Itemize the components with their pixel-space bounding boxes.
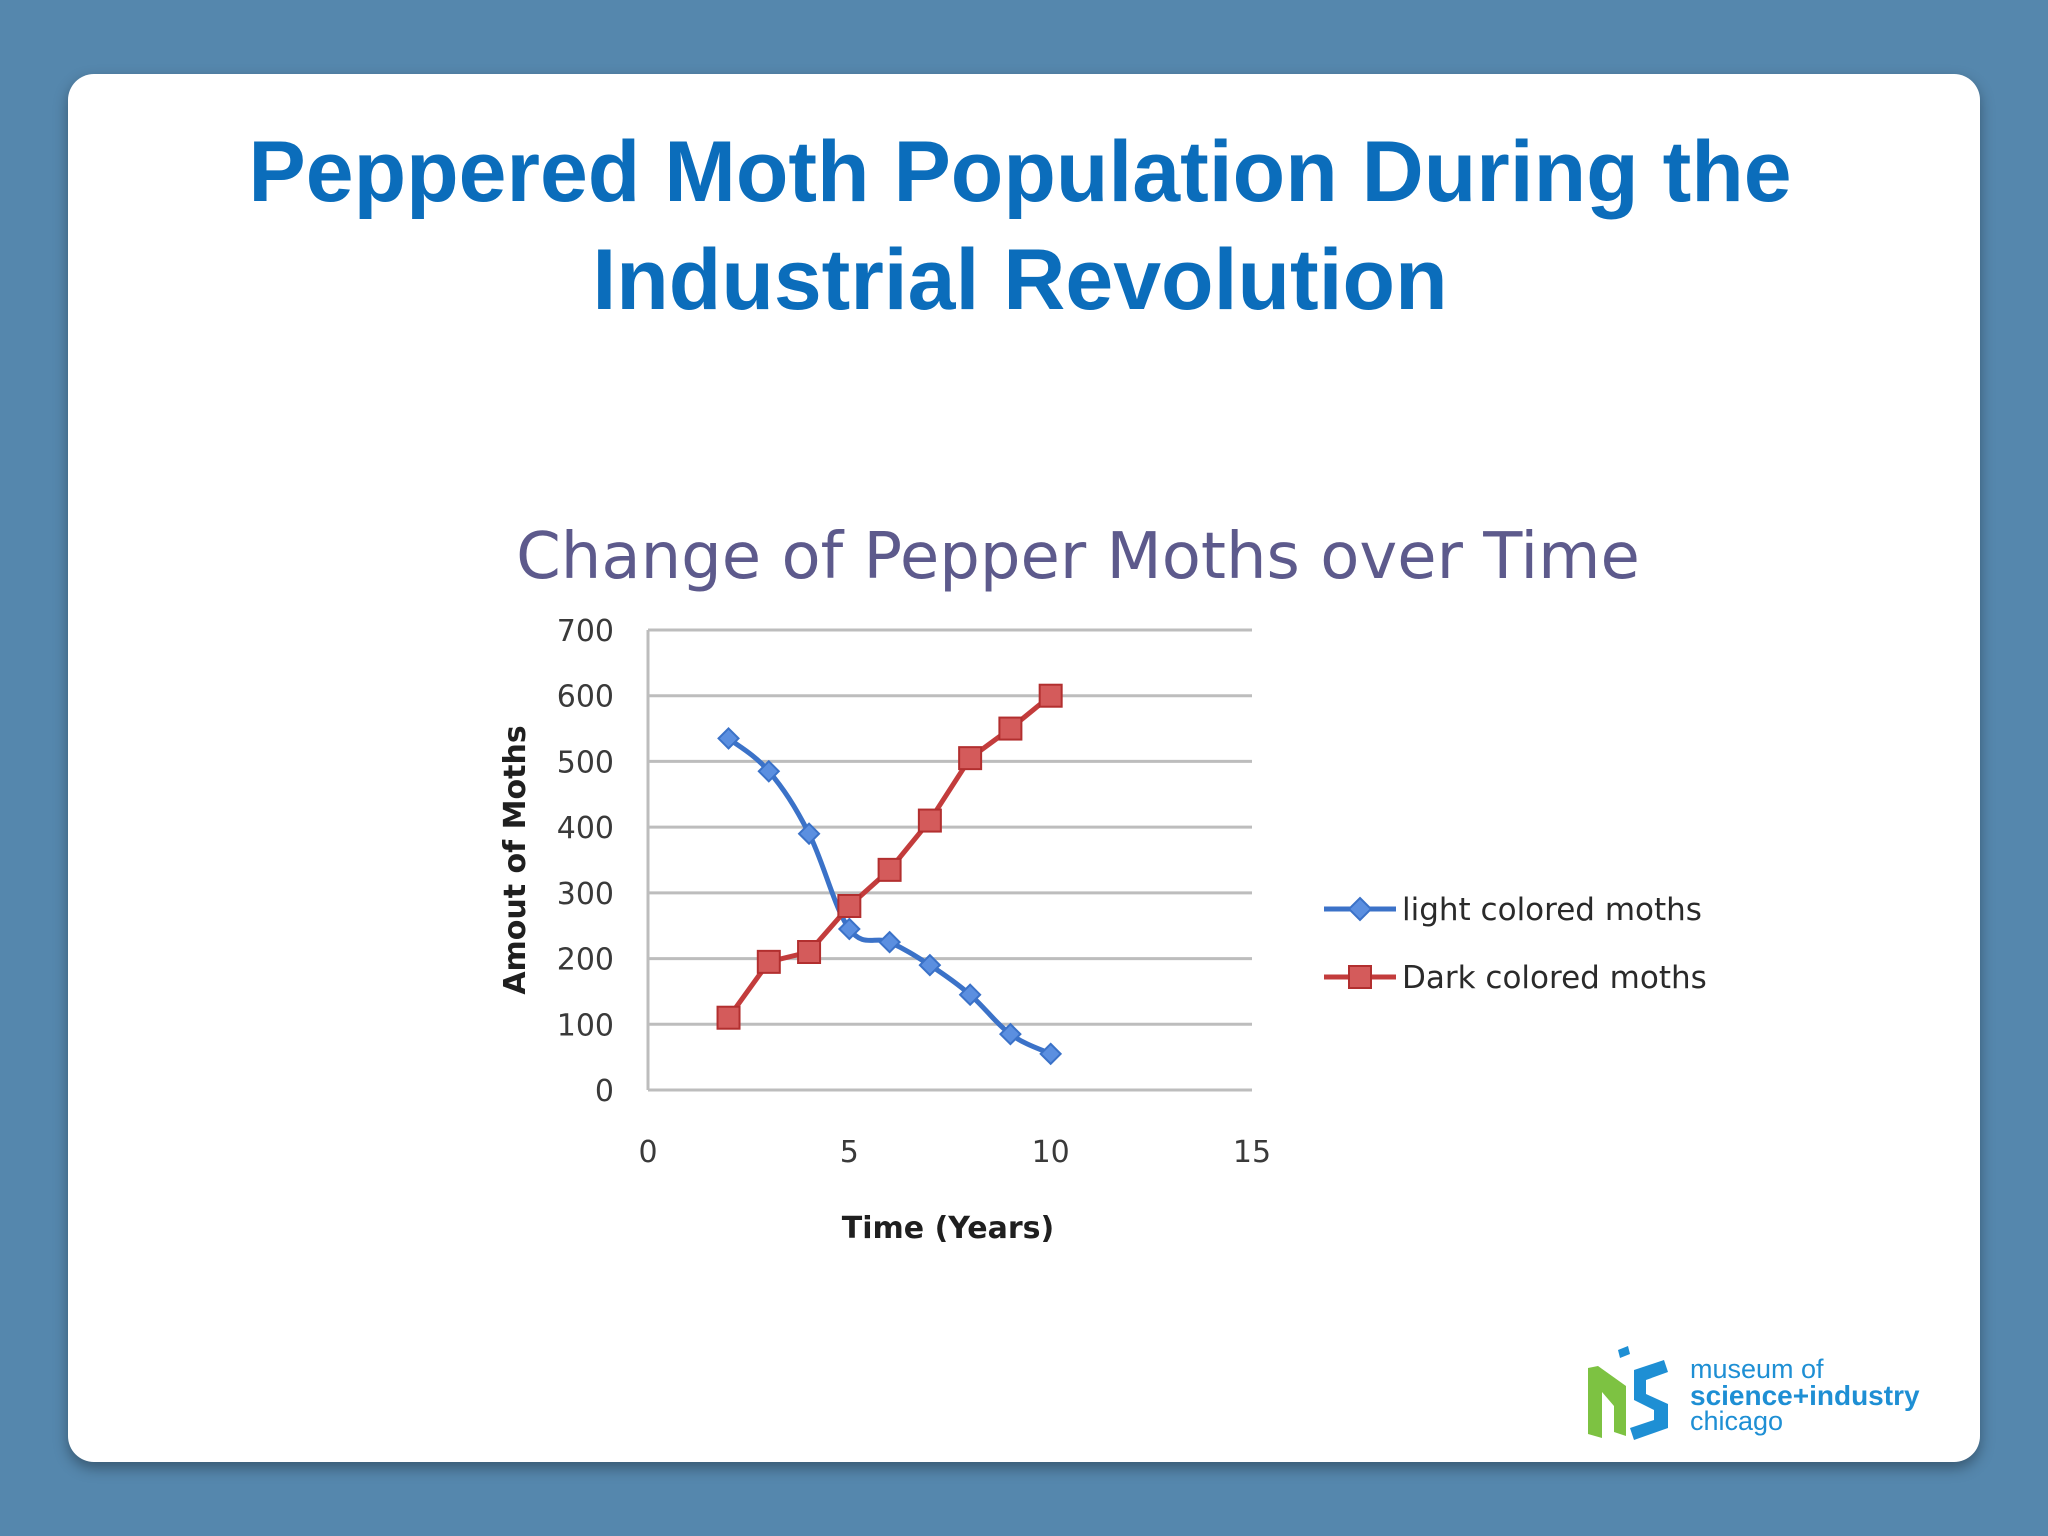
x-tick-label: 15 [1233,1135,1271,1170]
y-tick-label: 400 [557,811,614,846]
data-point-dark [998,716,1023,741]
data-point-light [998,1022,1022,1046]
legend-item-light: light colored moths [1324,892,1702,928]
y-axis-label: Amout of Moths [498,725,533,994]
y-tick-labels: 0 100 200 300 400 500 600 700 [557,614,614,1109]
logo-text-chicago: chicago [1690,1406,1784,1436]
x-axis-label: Time (Years) [842,1211,1054,1246]
x-tick-label: 10 [1032,1135,1070,1170]
data-point-light [797,822,821,846]
data-point-dark [958,746,983,771]
y-tick-label: 500 [557,745,614,780]
x-tick-label: 0 [638,1135,657,1170]
legend-marker-dark [1348,965,1372,989]
slide-title-line-1: Peppered Moth Population During the [248,124,1792,220]
slide-title: Peppered Moth Population During the Indu… [120,118,1920,334]
data-point-dark [797,940,822,964]
legend-label-light: light colored moths [1402,892,1702,928]
msi-logo: museum of science+industry chicago [1584,1346,1944,1446]
legend-label-dark: Dark colored moths [1402,960,1707,996]
y-tick-label: 700 [557,614,614,649]
x-tick-labels: 0 5 10 15 [638,1135,1271,1170]
data-point-dark [917,808,942,833]
data-point-dark [1038,683,1063,708]
data-point-light [837,917,861,941]
data-point-dark [837,894,862,918]
y-tick-label: 0 [595,1074,614,1109]
y-tick-label: 200 [557,943,614,978]
logo-text-museum-of: museum of [1690,1354,1824,1384]
y-tick-label: 600 [557,680,614,715]
slide-card [68,74,1980,1462]
series-line-0 [726,736,1052,1057]
chart-title: Change of Pepper Moths over Time [516,520,1640,594]
msi-logo-icon [1588,1346,1668,1440]
data-point-dark [877,857,902,882]
legend-item-dark: Dark colored moths [1324,960,1707,996]
logo-text-science-industry: science+industry [1690,1380,1920,1411]
data-point-light [1039,1042,1063,1066]
data-point-light [878,930,902,954]
chart-series [716,683,1063,1066]
legend-marker-light [1347,896,1373,922]
y-tick-label: 100 [557,1008,614,1043]
x-tick-label: 5 [840,1135,859,1170]
y-tick-label: 300 [557,877,614,912]
data-point-light [958,983,982,1007]
data-point-dark [716,1005,741,1030]
data-point-light [918,953,942,977]
data-point-light [717,727,740,750]
data-point-light [757,759,781,783]
data-point-dark [756,949,781,974]
chart-gridlines [648,628,1252,1092]
slide-title-line-2: Industrial Revolution [592,232,1448,328]
chart-legend: light colored moths Dark colored moths [1324,892,1707,996]
